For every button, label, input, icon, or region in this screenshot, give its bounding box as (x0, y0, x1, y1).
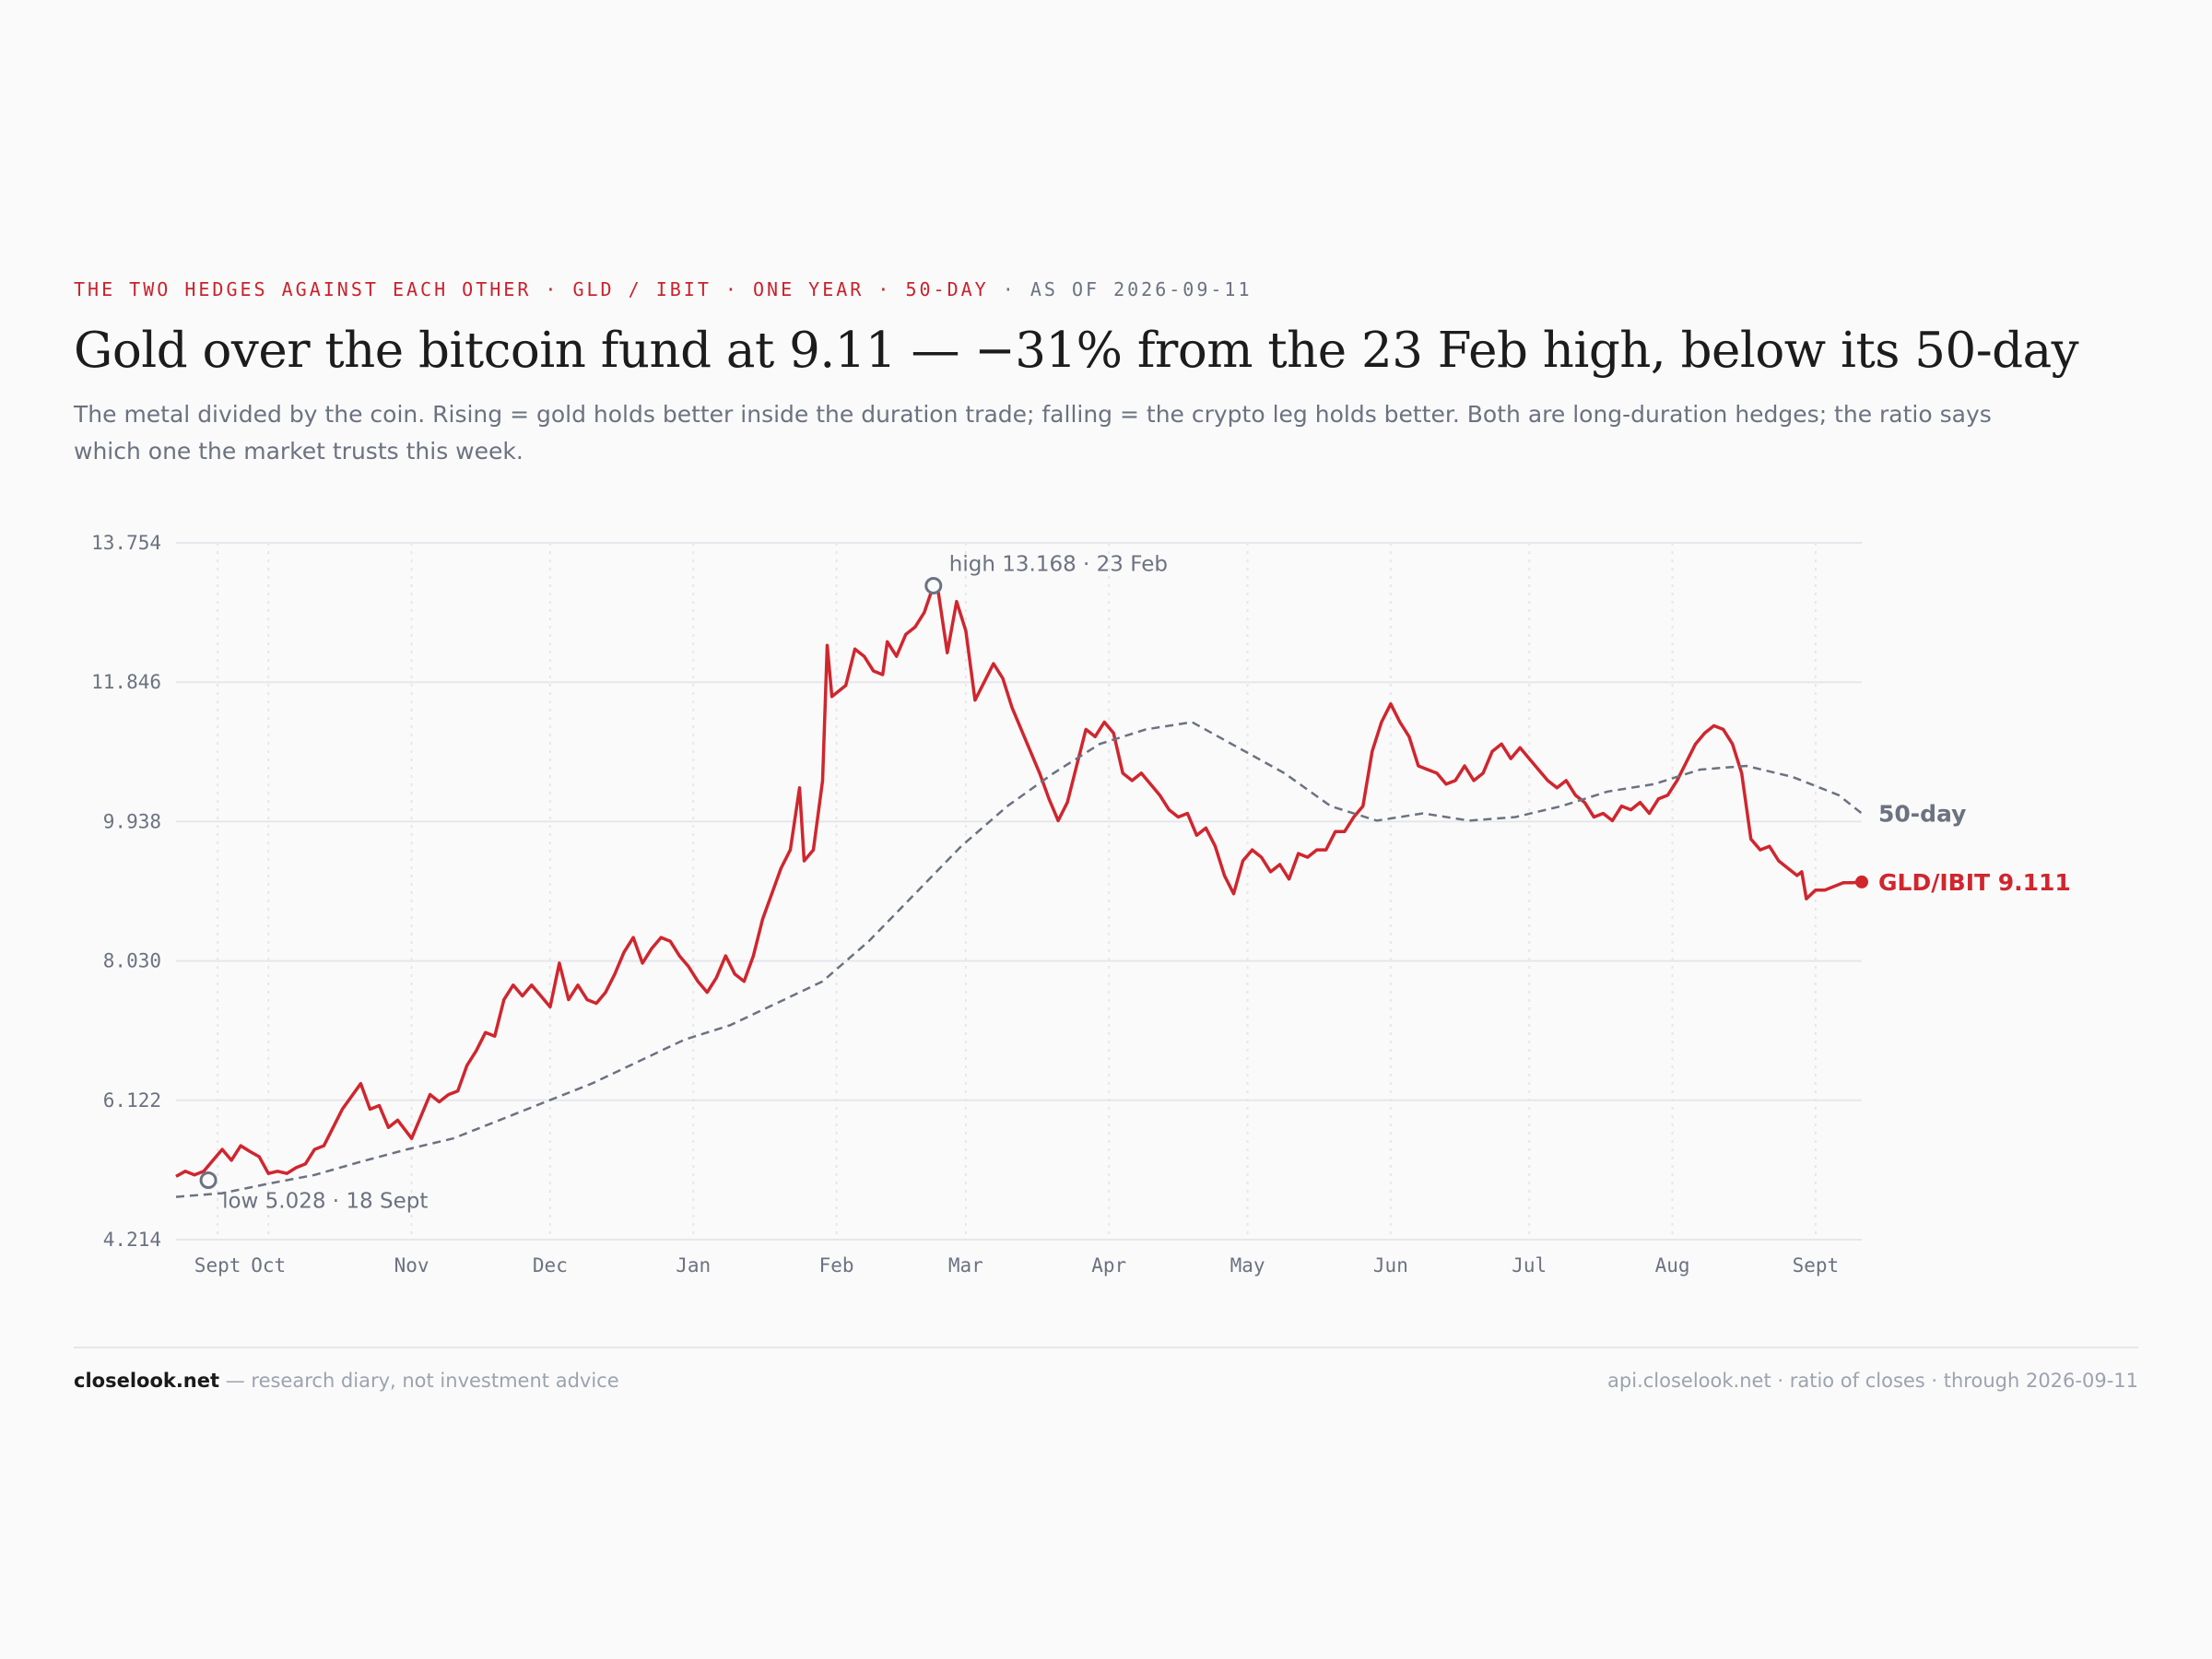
ma-50-line (175, 721, 1863, 1198)
ma-50-end-label: 50-day (1878, 801, 1966, 828)
footer-divider (74, 1347, 2138, 1348)
x-tick-label: Feb (819, 1254, 854, 1277)
x-tick-label: Mar (948, 1254, 983, 1277)
x-tick-label: Jul (1512, 1254, 1547, 1277)
footer-credit: closelook.net — research diary, not inve… (74, 1370, 619, 1392)
as-of-date: · AS OF 2026-09-11 (988, 278, 1253, 300)
x-tick-label: Aug (1655, 1254, 1690, 1277)
ratio-line (175, 583, 1863, 1178)
footer-brand: closelook.net (74, 1370, 220, 1392)
y-tick-label: 13.754 (91, 532, 161, 554)
page-subtitle: The metal divided by the coin. Rising = … (74, 401, 1992, 465)
footer-tagline: — research diary, not investment advice (219, 1370, 619, 1392)
x-tick-label: Nov (394, 1254, 429, 1277)
y-tick-label: 6.122 (103, 1089, 161, 1112)
x-tick-label: Sept (1793, 1254, 1840, 1277)
x-tick-label: Jan (676, 1254, 711, 1277)
ratio-line-chart: 13.754 11.846 9.938 8.030 6.122 4.214 Sept Oct N… (91, 532, 2071, 1277)
eyebrow-text: THE TWO HEDGES AGAINST EACH OTHER · GLD … (74, 278, 989, 300)
page-title: Gold over the bitcoin fund at 9.11 — −31… (74, 323, 2079, 379)
y-tick-label: 11.846 (91, 671, 161, 693)
x-tick-label: Sept (194, 1254, 241, 1277)
x-tick-label: Apr (1091, 1254, 1126, 1277)
x-tick-label: Dec (533, 1254, 568, 1277)
ratio-end-label: GLD/IBIT 9.111 (1878, 869, 2071, 896)
footer-source: api.closelook.net · ratio of closes · th… (1607, 1370, 2138, 1392)
high-annotation: high 13.168 · 23 Feb (949, 552, 1168, 576)
y-tick-label: 4.214 (103, 1229, 161, 1251)
y-tick-label: 9.938 (103, 810, 161, 832)
low-annotation: low 5.028 · 18 Sept (222, 1189, 428, 1213)
x-tick-label: May (1230, 1254, 1265, 1277)
high-marker (924, 576, 943, 594)
x-tick-label: Jun (1373, 1254, 1408, 1277)
ratio-end-dot (1855, 875, 1868, 888)
x-tick-label: Oct (251, 1254, 286, 1277)
eyebrow: THE TWO HEDGES AGAINST EACH OTHER · GLD … (74, 278, 1253, 300)
low-marker (199, 1171, 218, 1189)
y-tick-label: 8.030 (103, 950, 161, 972)
